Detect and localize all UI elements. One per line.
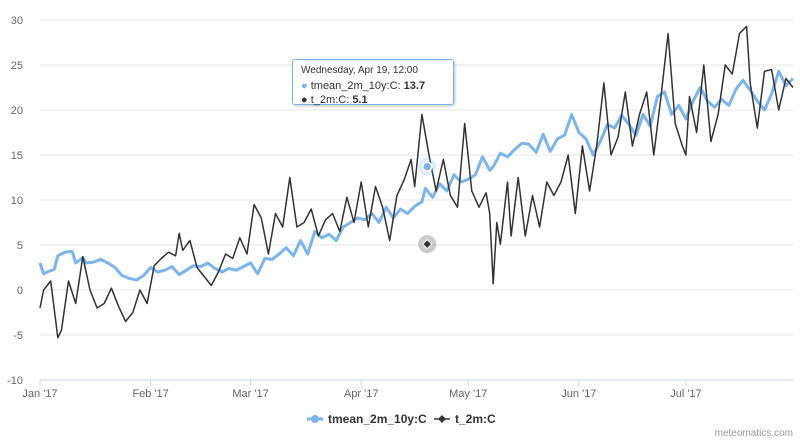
x-tick-label: Jan '17 [22,388,57,400]
y-tick-label: 20 [11,105,23,117]
tooltip-dot-icon: ● [301,80,308,92]
y-tick-label: 30 [11,15,23,27]
hover-marker-t2m [421,238,433,250]
series-line-0 [38,69,795,282]
grid [40,19,793,381]
tooltip: Wednesday, Apr 19, 12:00 ● tmean_2m_10y:… [292,59,454,106]
x-axis: Jan '17 Feb '17 Mar '17 Apr '17 May '17 Jun '… [22,379,793,400]
x-tick-label: Jun '17 [561,388,596,400]
hover-markers [418,157,437,254]
series-line-1 [39,25,794,339]
y-tick-label: 5 [17,240,23,252]
legend[interactable]: tmean_2m_10y:C t_2m:C [307,412,496,426]
tooltip-value: 13.7 [403,80,426,92]
x-tick-label: Jul '17 [670,388,701,400]
legend-marker-1 [438,415,446,423]
legend-label-0[interactable]: tmean_2m_10y:C [328,412,427,426]
credit[interactable]: meteomatics.com [715,428,793,439]
tooltip-value: 5.1 [352,94,368,106]
tooltip-header: Wednesday, Apr 19, 12:00 [301,65,418,76]
tooltip-row-tmean: ● tmean_2m_10y:C: 13.7 [301,80,426,92]
legend-marker-0 [311,415,319,423]
tooltip-row-t2m: ● t_2m:C: 5.1 [301,94,368,106]
y-tick-label: 15 [11,150,23,162]
y-axis: -10 -5 0 5 10 15 20 25 30 [7,15,23,387]
tooltip-label: tmean_2m_10y:C [310,80,398,92]
x-tick-label: Feb '17 [132,388,168,400]
legend-label-1[interactable]: t_2m:C [455,412,496,426]
tooltip-dot-icon: ● [301,94,308,106]
y-tick-label: 10 [11,195,23,207]
x-tick-label: Mar '17 [232,388,268,400]
x-tick-label: May '17 [449,388,487,400]
x-tick-label: Apr '17 [344,388,379,400]
y-tick-label: 0 [17,285,23,297]
y-tick-label: 25 [11,60,23,72]
tooltip-label: t_2m:C [310,94,347,106]
y-tick-label: -10 [7,375,23,387]
hover-marker-tmean [421,161,433,172]
series-group [38,25,795,339]
y-tick-label: -5 [13,330,23,342]
